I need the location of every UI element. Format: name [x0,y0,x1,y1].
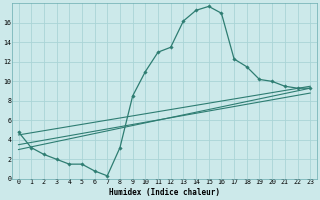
X-axis label: Humidex (Indice chaleur): Humidex (Indice chaleur) [109,188,220,197]
